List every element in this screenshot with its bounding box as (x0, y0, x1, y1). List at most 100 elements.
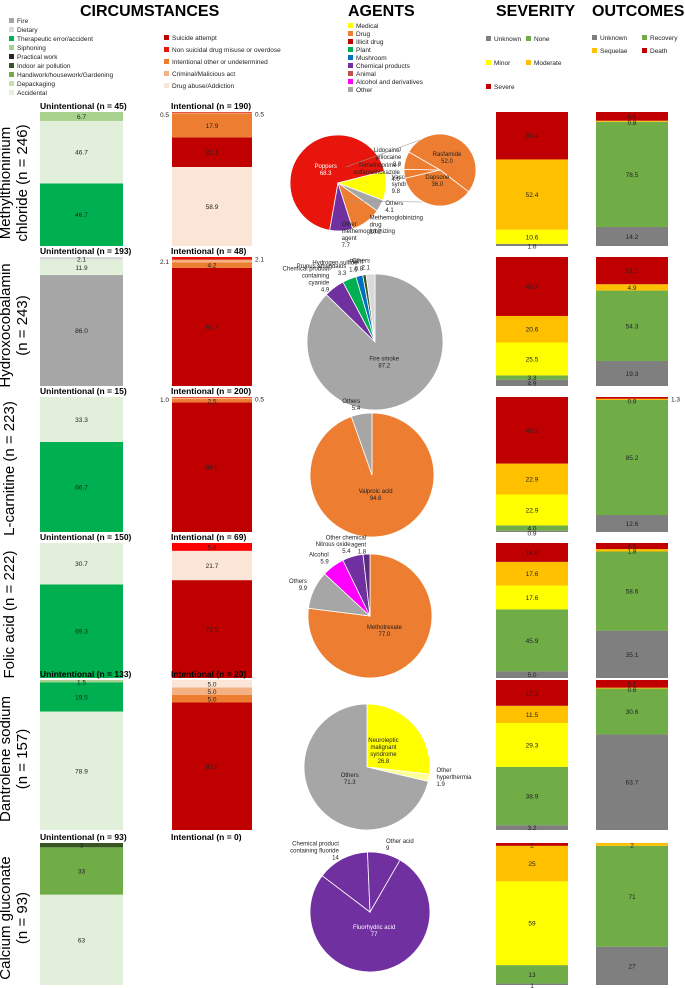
intentional-seg-suicide-attempt (172, 267, 252, 386)
unintentional-label-accidental: 33.3 (75, 417, 88, 424)
intentional-label-suicide-attempt: 96.0 (206, 465, 219, 472)
unintentional-seg-siphoning (40, 112, 123, 121)
legend-swatch-agents-chemical-products (348, 63, 353, 68)
legend-swatch-agents-mushroom (348, 55, 353, 60)
row-label-folic-acid-n-222: Folic acid (n = 222) (1, 551, 18, 679)
row-label-dantrolene-sodium: Dantrolene sodium (0, 696, 14, 822)
row-label-l-carnitine-n-223: L-carnitine (n = 223) (1, 401, 18, 536)
outcomes-seg-recovery (596, 551, 668, 631)
unintentional-label-fire: 86.0 (75, 328, 88, 335)
intentional-label-drug-abuse-addiction: 5.0 (207, 681, 216, 688)
unintentional-seg-therapeutic-error-accident (40, 682, 123, 712)
legend-label-agents-plant: Plant (356, 47, 371, 54)
agents-label-valproic-acid: Valproic acid 94.6 (359, 489, 393, 502)
legend-swatch-agents-drug (348, 31, 353, 36)
intentional-title: Intentional (n = 0) (171, 832, 242, 842)
severity-label-unknown: 1.6 (527, 243, 536, 250)
sub-agents-label-trimethoprime-sulfamethoxazole: Trimethoprime / sulfamethoxazole 4.0 (353, 163, 400, 183)
unintentional-seg-handiwork-housework-gardening (40, 847, 123, 895)
severity-label-severe: 35.4 (526, 133, 539, 140)
legend-label-agents-drug: Drug (356, 31, 370, 38)
agents-slice-other-chemical-agent (362, 553, 371, 617)
unintentional-seg-accidental (40, 259, 123, 276)
agents-label-alcohol: Alcohol 5.9 (309, 553, 329, 566)
outcomes-label-recovery: 54.3 (626, 323, 639, 330)
column-headers: CIRCUMSTANCES AGENTS SEVERITY OUTCOMES (80, 3, 685, 20)
agents-label-other-hyperthermia: Other hyperthermia 1.9 (437, 768, 473, 788)
legend-label-circ-left-dietary: Dietary (17, 27, 38, 34)
severity-seg-none (496, 375, 568, 380)
row-label-n-93: (n = 93) (14, 892, 31, 944)
severity-seg-moderate (496, 845, 568, 882)
legend-label-circ-left-accidental: Accidental (17, 90, 48, 97)
row-label-hydroxocobalamin: Hydroxocobalamin (0, 263, 14, 387)
intentional-seg-suicide-attempt (172, 137, 252, 167)
severity-seg-severe (496, 257, 568, 316)
severity-label-moderate: 52.4 (526, 192, 539, 199)
unintentional-label-handiwork-housework-gardening: 33 (78, 868, 86, 875)
unintentional-seg-accidental (40, 711, 123, 830)
row-folic-acid-n-222: Folic acid (n = 222) Unintentional (n = 1… (1, 532, 668, 679)
severity-seg-unknown (496, 530, 568, 532)
outcomes-seg-sequelae (596, 687, 668, 689)
unintentional-label-accidental: 30.7 (75, 561, 88, 568)
severity-seg-none (496, 766, 568, 826)
outcomes-seg-recovery (596, 121, 668, 227)
intentional-label-criminal-malicious-act: 5.0 (207, 689, 216, 696)
legend-swatch-circ-left-dietary (9, 27, 14, 32)
severity-label-none: 13 (528, 972, 536, 979)
intentional-seg-intentional-other-or-undetermined (172, 113, 252, 138)
header-outcomes: OUTCOMES (592, 3, 685, 20)
unintentional-seg-siphoning (40, 680, 123, 683)
unintentional-label-therapeutic-error-accident: 19.5 (75, 694, 88, 701)
unintentional-label-siphoning: 6.7 (77, 114, 86, 121)
legend-label-outcomes-recovery: Recovery (650, 35, 678, 42)
legend-label-circ-right-drug-abuse-addiction: Drug abuse/Addiction (172, 83, 235, 90)
severity-seg-unknown (496, 825, 568, 830)
legend-swatch-circ-right-drug-abuse-addiction (164, 83, 169, 88)
legends: Fire Dietary Therapeutic error/accident Sip… (9, 18, 678, 97)
severity-label-moderate: 11.5 (526, 712, 539, 719)
unintentional-label-therapeutic-error-accident: 66.7 (75, 484, 88, 491)
legend-swatch-circ-right-suicide-attempt (164, 35, 169, 40)
agents-slice-other-acid (367, 851, 401, 914)
agents-slice-others (350, 412, 373, 476)
sub-agents-label-lidocaine-prilocaine: Lidocaine/prilocaine 8.0 (374, 148, 402, 168)
outcomes-seg-sequelae (596, 843, 668, 846)
outcomes-label-death: 4.5 (627, 544, 636, 551)
legend-swatch-circ-right-criminal-malicious-act (164, 71, 169, 76)
unintentional-label-siphoning: 1.5 (77, 680, 86, 687)
legend-swatch-circ-right-non-suicidal-drug-misuse-or-overdose (164, 47, 169, 52)
intentional-label-intentional-other-or-undetermined: 5.0 (207, 696, 216, 703)
severity-label-unknown: 4.9 (527, 380, 536, 387)
legend-label-circ-left-fire: Fire (17, 18, 29, 25)
outcomes-label-recovery: 71 (628, 894, 636, 901)
agents-label-chemical-product-containing-fluoride: Chemical product containing fluoride 14 (290, 841, 339, 861)
agents-label-plant: Plant 0.8 (349, 259, 363, 272)
legend-label-circ-left-depackaging: Depackaging (17, 81, 55, 88)
agents-label-others: Others 5.4 (342, 399, 361, 412)
legend-swatch-outcomes-sequelae (592, 48, 597, 53)
agents-slice-chemical-product-containing-fluoride (321, 851, 371, 913)
legend-swatch-agents-alcohol-and-derivatives (348, 79, 353, 84)
outcomes-label-sequelae: 1.8 (627, 549, 636, 556)
outcomes-label-recovery: 30.6 (626, 709, 639, 716)
agents-slice-others (303, 703, 429, 831)
intentional-label-drug-abuse-addiction: 58.9 (206, 204, 219, 211)
unintentional-title: Unintentional (n = 15) (40, 386, 127, 396)
intentional-label-criminal-malicious-act: 2.1 (160, 259, 169, 266)
intentional-seg-non-suicidal-drug-misuse-or-overdose (172, 543, 252, 551)
legend-label-circ-left-siphoning: Siphoning (17, 45, 46, 52)
severity-seg-moderate (496, 315, 568, 343)
sub-agents-slice-dapsone (404, 169, 470, 207)
unintentional-label-therapeutic-error-accident: 69.3 (75, 629, 88, 636)
severity-seg-minor (496, 585, 568, 610)
agents-slice-other-methemoglobinizing-agent (329, 182, 354, 232)
row-label-calcium-gluconate: Calcium gluconate (0, 856, 14, 979)
outcomes-label-unknown: 12.6 (626, 521, 639, 528)
header-circumstances: CIRCUMSTANCES (80, 3, 220, 20)
legend-label-agents-other: Other (356, 87, 373, 94)
unintentional-title: Unintentional (n = 193) (40, 246, 132, 256)
unintentional-seg-accidental (40, 120, 123, 184)
